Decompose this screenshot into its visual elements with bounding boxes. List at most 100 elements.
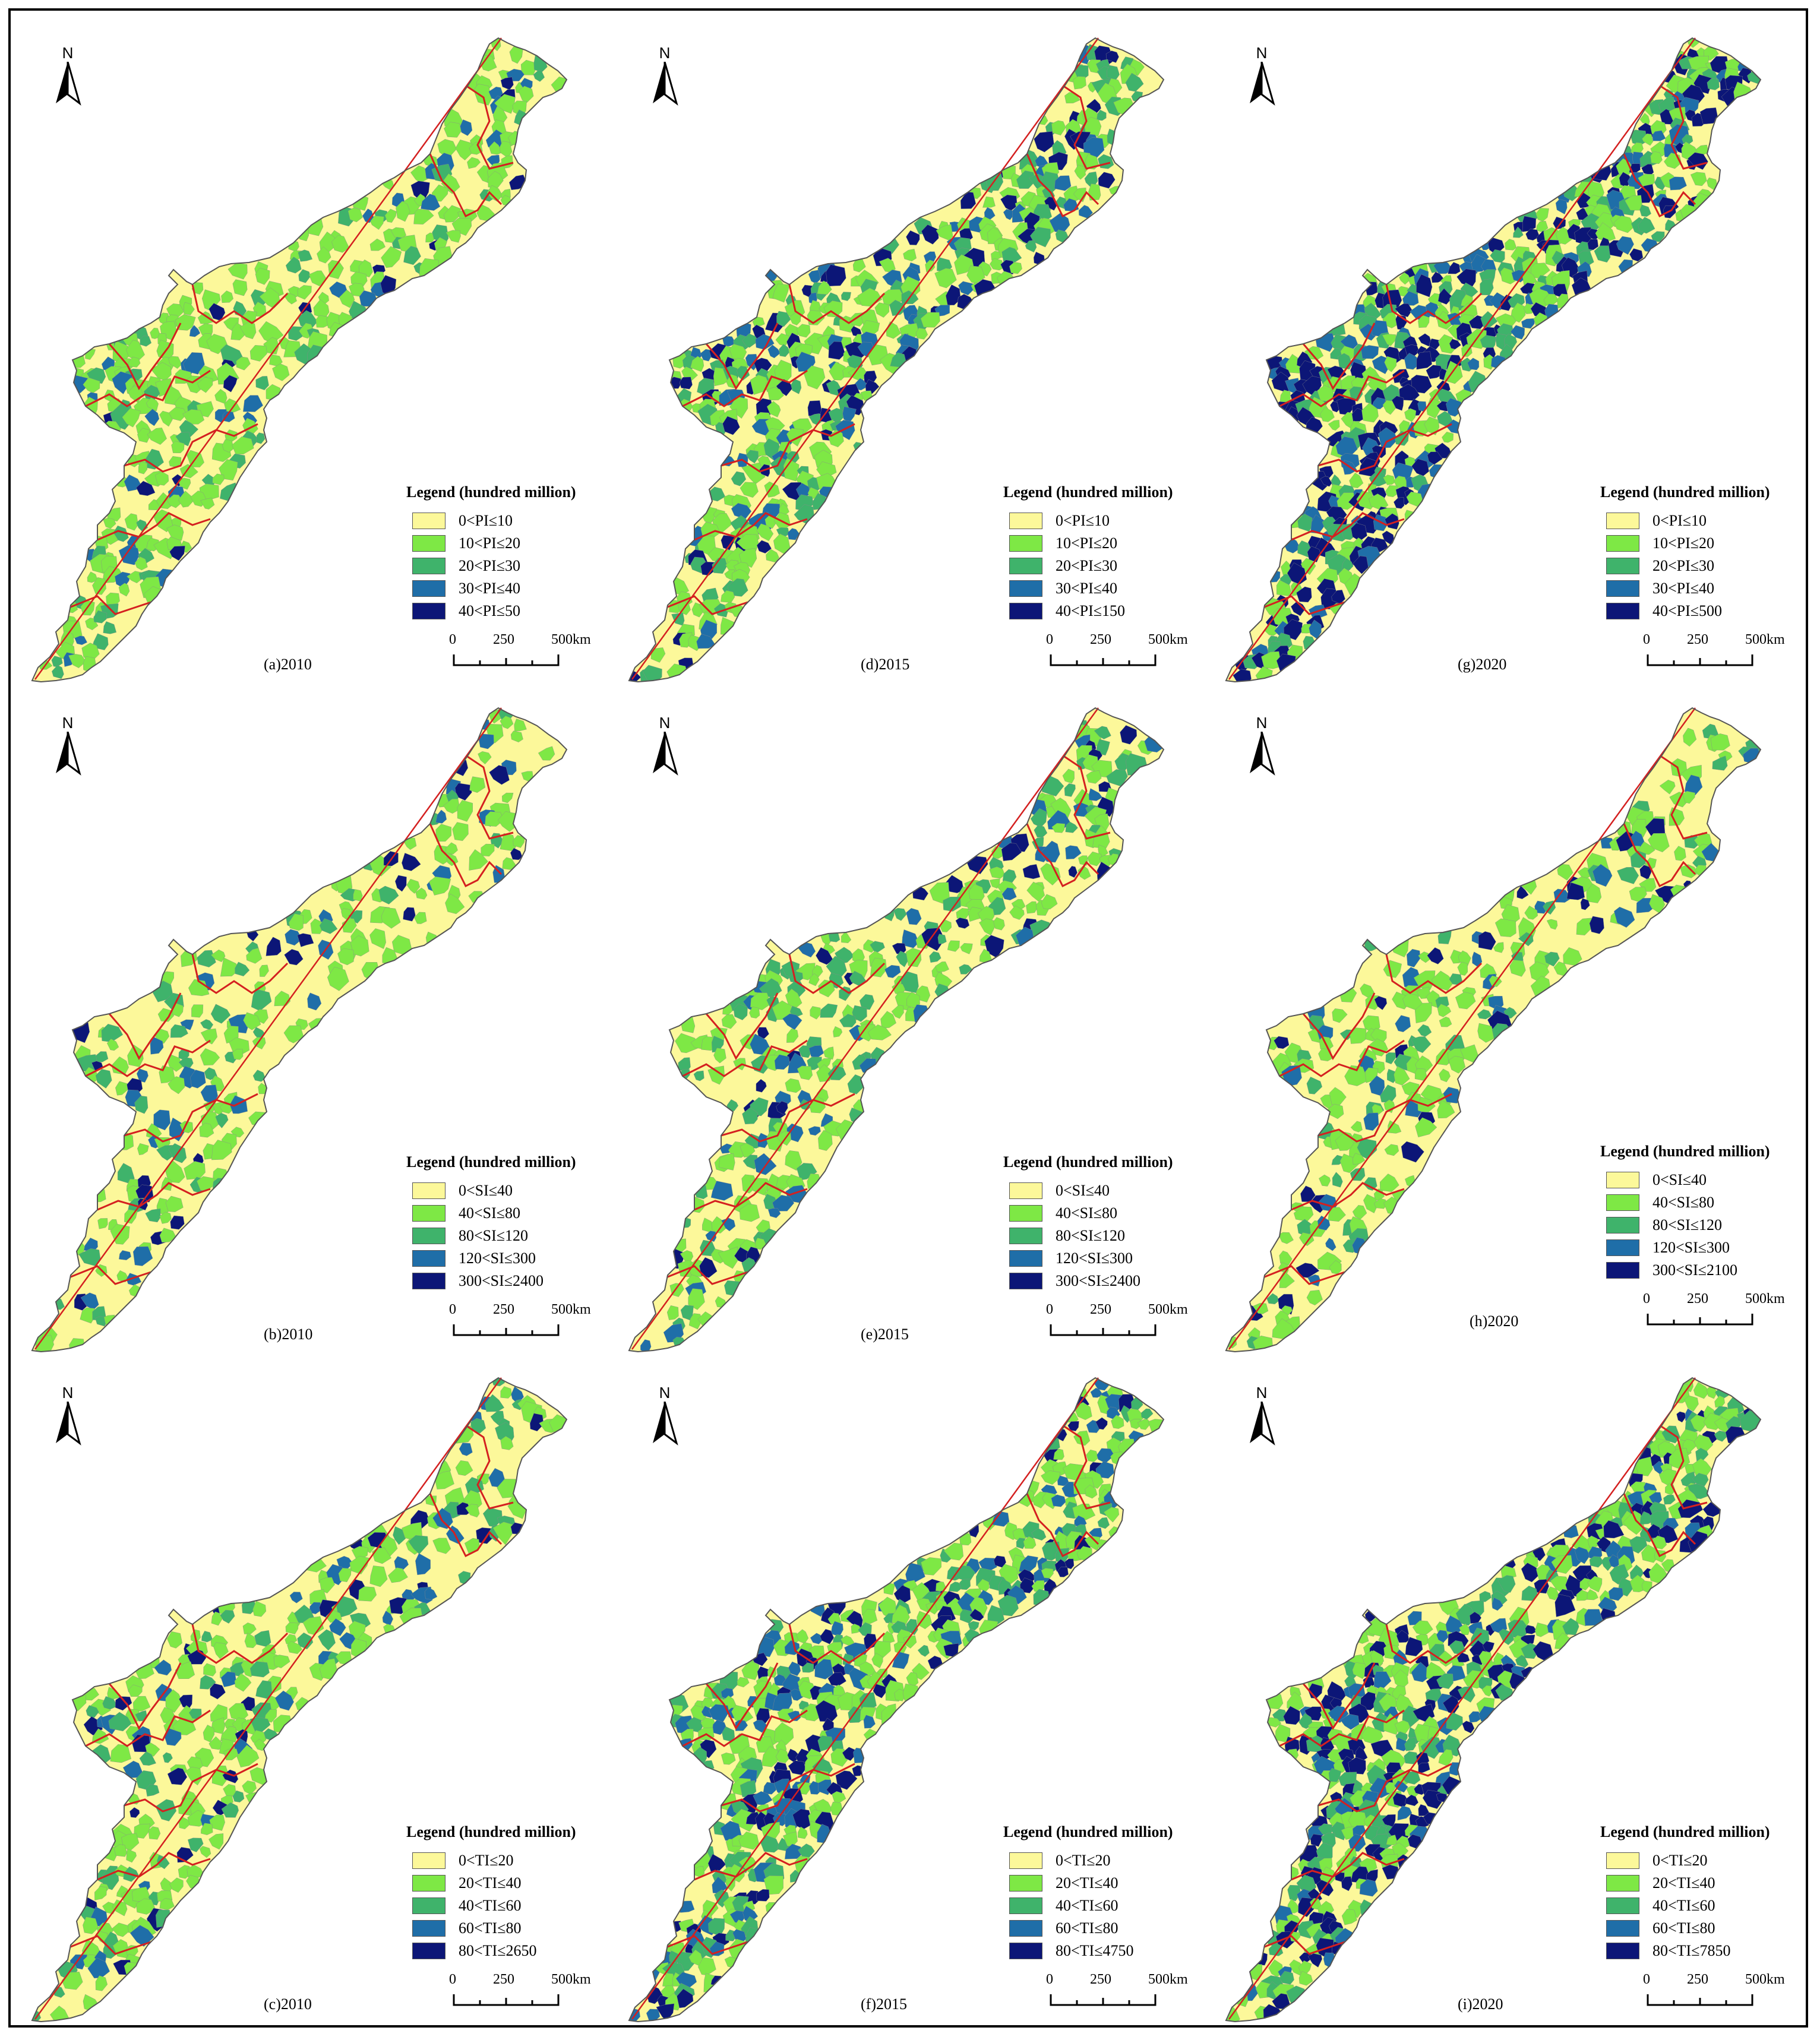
legend-swatch [1009, 1943, 1042, 1959]
county-region [266, 937, 282, 956]
legend-label: 80<SI≤120 [459, 1227, 529, 1244]
county-region [1534, 1579, 1549, 1594]
county-region [756, 1078, 767, 1093]
county-region [189, 325, 201, 337]
county-region [767, 344, 781, 359]
scale-label: 250 [1687, 1291, 1708, 1307]
legend-title: Legend (hundred million) [1600, 1143, 1770, 1160]
county-region [443, 798, 460, 814]
county-region [937, 934, 947, 944]
legend-label: 120<SI≤300 [459, 1250, 536, 1267]
county-region [1105, 50, 1119, 63]
province-boundary [191, 1624, 289, 1664]
legend-item: 40<TI≤60 [1600, 1894, 1802, 1917]
province-boundary [97, 512, 211, 541]
county-region [1360, 1899, 1378, 1919]
county-region [339, 289, 355, 308]
county-region [369, 238, 386, 251]
county-region [1086, 1449, 1099, 1462]
legend-item: 0<TI≤20 [1600, 1849, 1802, 1872]
county-region [1521, 1563, 1542, 1583]
county-region [489, 765, 510, 785]
scale-label: 500km [551, 632, 591, 647]
province-boundary [1623, 153, 1696, 218]
county-region [733, 1003, 748, 1020]
county-region [906, 907, 922, 925]
county-region [920, 312, 940, 328]
legend-label: 20<TI≤40 [1652, 1874, 1715, 1892]
county-region [1137, 1419, 1151, 1430]
legend-swatch [1009, 1897, 1042, 1914]
legend-label: 40<TI≤60 [1056, 1897, 1118, 1914]
county-region [1051, 120, 1066, 135]
scale-label: 250 [1687, 1972, 1708, 1987]
county-region [1384, 1144, 1399, 1156]
county-region [958, 281, 974, 296]
province-boundary [124, 1093, 258, 1143]
scale-label: 250 [1090, 632, 1111, 647]
county-region [756, 1889, 770, 1902]
county-region [1676, 1411, 1686, 1423]
county-region [1456, 1652, 1470, 1663]
county-region [874, 302, 889, 318]
county-region [337, 948, 354, 966]
county-region [1001, 843, 1022, 861]
region-layer [1226, 1378, 1761, 2022]
county-region [1266, 1293, 1279, 1305]
county-region [1544, 951, 1560, 967]
county-region [1480, 279, 1494, 296]
county-region [232, 436, 254, 455]
county-region [1554, 1594, 1576, 1617]
legend-label: 60<TI≤80 [1652, 1919, 1715, 1937]
county-region [1307, 1953, 1323, 1968]
county-region [83, 1916, 99, 1934]
county-region [1555, 199, 1568, 214]
county-region [862, 1608, 878, 1626]
county-region [640, 1339, 652, 1352]
county-region [197, 1176, 215, 1192]
region-layer [629, 708, 1164, 1352]
study-area-outline [1225, 1377, 1762, 2023]
county-region [232, 1790, 245, 1802]
province-boundary [1279, 1039, 1405, 1077]
county-region [243, 395, 263, 412]
legend-swatch [412, 1205, 445, 1222]
county-region [1557, 864, 1573, 881]
legend-item: 40<PI≤500 [1600, 600, 1802, 622]
legend-item: 10<PI≤20 [406, 532, 608, 555]
county-region [1416, 274, 1433, 298]
county-region [969, 1608, 984, 1621]
county-region [785, 1150, 802, 1171]
scale-bar: 0 250 500km [1643, 1291, 1789, 1333]
county-region [1629, 1536, 1648, 1554]
map-panel-i: N Legend (hundred million) 0<TI≤20 20<TI… [1208, 1354, 1805, 2024]
legend-label: 40<SI≤80 [459, 1204, 521, 1222]
county-region [135, 1184, 154, 1203]
county-region [1404, 510, 1418, 525]
county-region [115, 1696, 132, 1711]
county-region [1417, 1024, 1432, 1037]
county-region [95, 1069, 112, 1089]
province-boundary [1026, 153, 1099, 218]
county-region [150, 1036, 164, 1055]
county-region [867, 1024, 892, 1040]
county-region [1350, 1121, 1363, 1133]
province-boundary [1291, 1182, 1405, 1211]
county-region [190, 1070, 206, 1089]
county-region [1319, 1174, 1331, 1187]
county-region [502, 792, 514, 804]
county-region [808, 973, 820, 986]
legend-item: 0<SI≤40 [1600, 1169, 1802, 1191]
county-region [188, 979, 210, 997]
legend-label: 40<SI≤80 [1056, 1204, 1118, 1222]
county-region [455, 1460, 473, 1476]
county-region [154, 1659, 172, 1676]
county-region [159, 1228, 176, 1243]
county-region [338, 1568, 352, 1582]
county-region [1382, 334, 1396, 346]
county-region [456, 1502, 471, 1515]
county-region [1040, 863, 1061, 885]
county-region [185, 1766, 202, 1786]
county-region [1274, 1036, 1290, 1049]
county-region [1669, 1448, 1691, 1470]
